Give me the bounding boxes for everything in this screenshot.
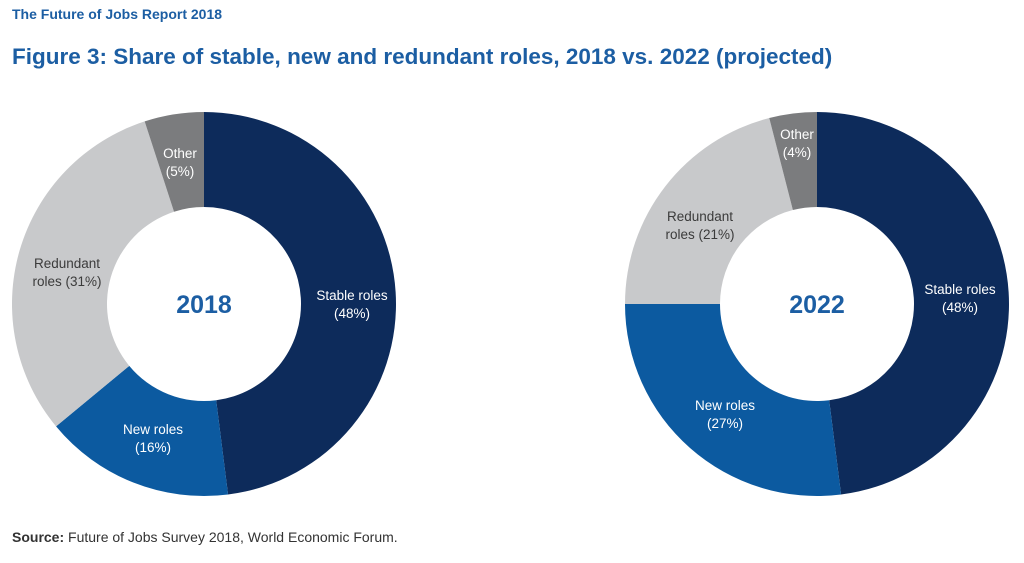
slice-label-new: New roles (27%) [695,398,755,431]
slice-other [769,112,817,211]
slice-stable [204,112,396,495]
center-label: 2022 [789,291,845,319]
slice-redundant [625,118,793,304]
slice-label-redundant: Redundant roles (21%) [665,209,734,242]
slice-label-stable: Stable roles (48%) [316,288,388,321]
donut-chart-2022: Stable roles (48%) New roles (27%) Redundant… [625,112,1010,496]
slice-label-new: New roles (16%) [123,422,183,455]
center-label: 2018 [176,291,232,319]
slice-redundant [11,121,175,427]
source-label: Source: [12,529,65,545]
slice-stable [817,112,1010,495]
slice-label-stable: Stable roles (48%) [924,282,996,315]
slice-label-other: Other (4%) [780,127,814,160]
slice-label-redundant: Redundant roles (31%) [32,256,101,289]
donut-chart-2018: Stable roles (48%) New roles (16%) Redundant… [11,112,396,496]
slice-new [56,365,229,496]
source-line: Source: Future of Jobs Survey 2018, Worl… [12,529,398,545]
source-text: Future of Jobs Survey 2018, World Econom… [64,529,398,545]
slice-label-other: Other (5%) [163,146,197,179]
slice-other [144,112,204,212]
figure-title: Figure 3: Share of stable, new and redun… [12,44,833,69]
slice-new [625,304,842,496]
report-title: The Future of Jobs Report 2018 [12,6,223,22]
